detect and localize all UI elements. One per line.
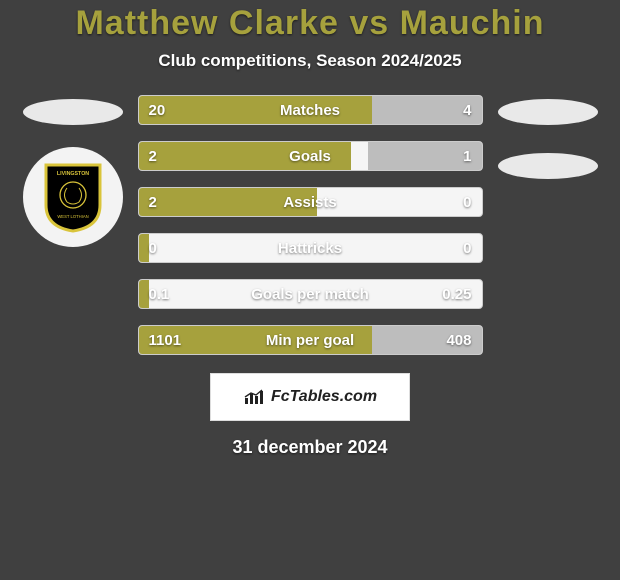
- stat-fill-left: [139, 280, 149, 308]
- stat-bar: 0.1Goals per match0.25: [138, 279, 483, 309]
- player-left-name-placeholder: [23, 99, 123, 125]
- player-left-club-badge: LIVINGSTON WEST LOTHIAN: [23, 147, 123, 247]
- page-root: Matthew Clarke vs Mauchin Club competiti…: [0, 0, 620, 580]
- player-right-column: [493, 95, 603, 355]
- date-footer: 31 december 2024: [232, 437, 387, 458]
- stat-fill-left: [139, 326, 372, 354]
- stat-fill-right: [372, 96, 482, 124]
- stat-bar: 2Assists0: [138, 187, 483, 217]
- stat-bar: 20Matches4: [138, 95, 483, 125]
- stat-bar: 0Hattricks0: [138, 233, 483, 263]
- svg-text:LIVINGSTON: LIVINGSTON: [56, 171, 88, 177]
- player-right-name-placeholder: [498, 99, 598, 125]
- shield-icon: LIVINGSTON WEST LOTHIAN: [42, 161, 104, 233]
- stat-fill-right: [368, 142, 481, 170]
- stat-value-left: 0.1: [149, 280, 170, 308]
- chart-icon: [243, 388, 265, 406]
- stat-fill-left: [139, 96, 372, 124]
- stats-bars: 20Matches42Goals12Assists00Hattricks00.1…: [138, 95, 483, 355]
- stat-bar: 1101Min per goal408: [138, 325, 483, 355]
- stat-fill-left: [139, 188, 317, 216]
- stat-bar: 2Goals1: [138, 141, 483, 171]
- branding-label: FcTables.com: [271, 388, 377, 406]
- stat-value-left: 0: [149, 234, 157, 262]
- stat-value-right: 0: [463, 234, 471, 262]
- player-left-column: LIVINGSTON WEST LOTHIAN: [18, 95, 128, 355]
- player-right-club-placeholder: [498, 153, 598, 179]
- branding-box[interactable]: FcTables.com: [210, 373, 410, 421]
- stat-fill-left: [139, 234, 149, 262]
- stat-value-right: 0.25: [442, 280, 471, 308]
- svg-text:WEST LOTHIAN: WEST LOTHIAN: [57, 214, 88, 219]
- main-area: LIVINGSTON WEST LOTHIAN 20Matches4 2Goals…: [0, 95, 620, 355]
- subtitle: Club competitions, Season 2024/2025: [158, 51, 461, 71]
- stat-fill-left: [139, 142, 352, 170]
- stat-label: Goals per match: [139, 280, 482, 308]
- stat-label: Hattricks: [139, 234, 482, 262]
- stat-fill-right: [372, 326, 482, 354]
- page-title: Matthew Clarke vs Mauchin: [75, 4, 544, 43]
- stat-value-right: 0: [463, 188, 471, 216]
